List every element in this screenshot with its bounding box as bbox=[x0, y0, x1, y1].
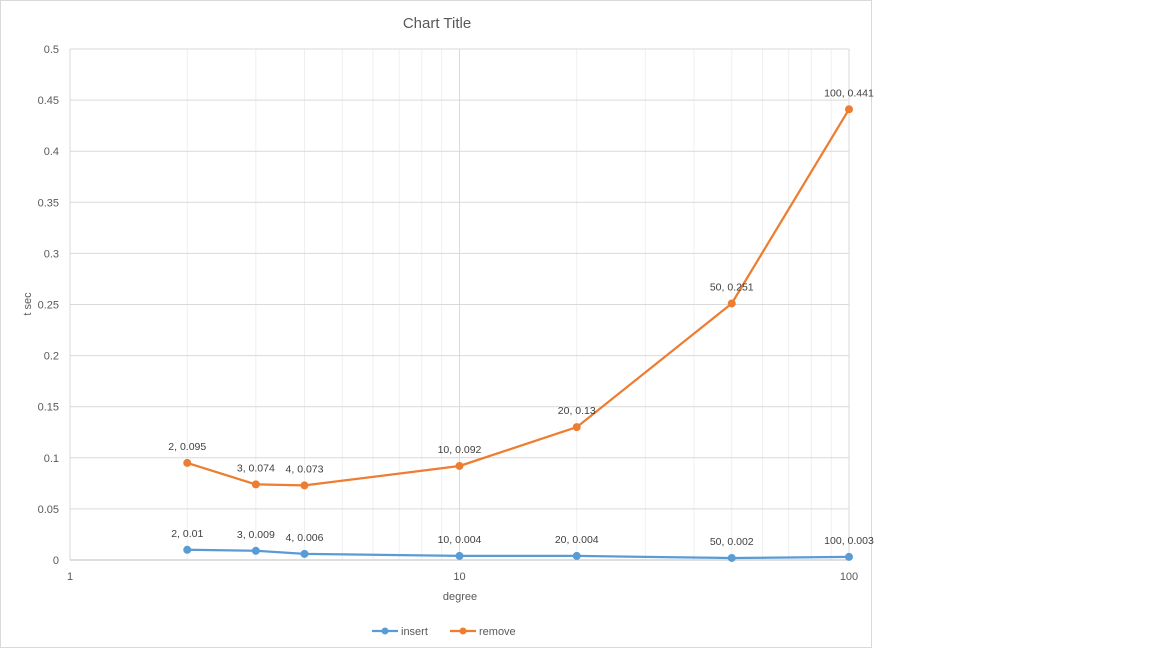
data-point-remove[interactable] bbox=[300, 481, 309, 490]
data-point-insert[interactable] bbox=[845, 552, 853, 561]
chart-title: Chart Title bbox=[403, 15, 471, 32]
data-point-remove[interactable] bbox=[727, 299, 736, 308]
y-tick-label: 0 bbox=[53, 555, 59, 567]
y-tick-label: 0.2 bbox=[44, 351, 59, 363]
series-insert: 2, 0.01 3, 0.009 4, 0.006 10, 0.004 20, 0.00… bbox=[171, 528, 874, 562]
y-tick-label: 0.35 bbox=[38, 197, 59, 209]
y-tick-label: 0.1 bbox=[44, 453, 59, 465]
grid bbox=[69, 48, 850, 561]
data-label-remove: 2, 0.095 bbox=[168, 441, 206, 453]
y-axis-label: t sec bbox=[22, 292, 34, 316]
data-label-remove: 50, 0.251 bbox=[710, 281, 754, 293]
data-point-remove[interactable] bbox=[455, 461, 464, 470]
legend[interactable]: insert remove bbox=[372, 626, 516, 638]
data-point-insert[interactable] bbox=[455, 551, 464, 560]
data-point-insert[interactable] bbox=[572, 551, 581, 560]
y-tick-label: 0.05 bbox=[38, 504, 59, 516]
legend-item-insert[interactable]: insert bbox=[372, 626, 428, 638]
chart-frame bbox=[0, 0, 872, 648]
y-tick-label: 0.15 bbox=[38, 402, 59, 414]
x-axis-label: degree bbox=[443, 591, 477, 603]
y-tick-label: 0.4 bbox=[44, 146, 59, 158]
data-label-remove: 3, 0.074 bbox=[237, 462, 275, 474]
data-label-insert: 20, 0.004 bbox=[555, 534, 599, 546]
x-tick-label: 10 bbox=[453, 571, 465, 583]
series-line-insert bbox=[187, 548, 850, 560]
data-point-insert[interactable] bbox=[300, 549, 309, 558]
data-label-insert: 4, 0.006 bbox=[286, 532, 324, 544]
data-point-insert[interactable] bbox=[251, 546, 260, 555]
data-point-remove[interactable] bbox=[251, 480, 260, 489]
series-line-remove bbox=[186, 108, 850, 487]
data-point-remove[interactable] bbox=[572, 423, 581, 432]
legend-marker-insert bbox=[381, 627, 389, 635]
x-tick-label: 100 bbox=[840, 571, 858, 583]
data-point-remove[interactable] bbox=[183, 458, 192, 467]
legend-label-remove: remove bbox=[479, 626, 516, 638]
axes: 0 0.05 0.1 0.15 0.2 0.25 0.3 0.35 0.4 0.45 0.5 1 10 1… bbox=[38, 44, 859, 583]
series-remove: 2, 0.095 3, 0.074 4, 0.073 10, 0.092 20, 0.1… bbox=[168, 87, 874, 490]
legend-item-remove[interactable]: remove bbox=[450, 626, 516, 638]
data-label-remove: 4, 0.073 bbox=[286, 463, 324, 475]
data-label-insert: 10, 0.004 bbox=[438, 534, 482, 546]
data-point-insert[interactable] bbox=[183, 545, 192, 554]
y-tick-label: 0.25 bbox=[38, 300, 59, 312]
y-tick-label: 0.5 bbox=[44, 44, 59, 56]
data-point-insert[interactable] bbox=[727, 553, 736, 562]
legend-label-insert: insert bbox=[401, 626, 428, 638]
data-label-remove: 100, 0.441 bbox=[824, 87, 874, 99]
data-label-insert: 50, 0.002 bbox=[710, 536, 754, 548]
data-label-remove: 20, 0.13 bbox=[558, 405, 596, 417]
legend-marker-remove bbox=[459, 627, 467, 635]
data-label-remove: 10, 0.092 bbox=[438, 444, 482, 456]
y-tick-label: 0.45 bbox=[38, 95, 59, 107]
x-tick-label: 1 bbox=[67, 571, 73, 583]
data-label-insert: 2, 0.01 bbox=[171, 528, 203, 540]
data-label-insert: 3, 0.009 bbox=[237, 529, 275, 541]
plot-area: 2, 0.01 3, 0.009 4, 0.006 10, 0.004 20, 0.00… bbox=[168, 87, 874, 562]
y-tick-label: 0.3 bbox=[44, 248, 59, 260]
data-point-remove[interactable] bbox=[845, 105, 853, 114]
data-label-insert: 100, 0.003 bbox=[824, 535, 874, 547]
